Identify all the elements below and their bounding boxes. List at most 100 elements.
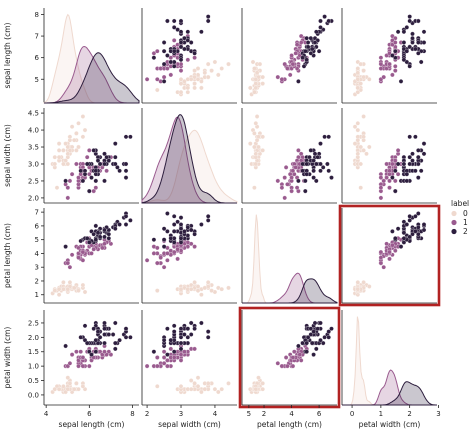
panel-r4-c1 [43,310,139,406]
x-tick-label: 6 [317,410,322,418]
scatter-point-series-0 [82,289,88,295]
scatter-point-series-2 [93,178,99,184]
scatter-point-series-2 [102,161,107,167]
scatter-point-series-0 [253,386,259,392]
scatter-point-series-0 [202,386,208,392]
scatter-point-series-0 [155,384,160,389]
scatter-point-series-2 [421,227,427,233]
scatter-point-series-2 [188,40,194,45]
scatter-point-series-1 [171,249,177,255]
scatter-point-series-0 [199,292,204,297]
scatter-point-series-1 [393,178,398,184]
scatter-point-series-2 [205,18,211,24]
scatter-point-series-2 [390,229,395,234]
x-tick-label: 1 [379,410,383,418]
scatter-point-series-2 [95,230,101,236]
scatter-point-series-1 [155,48,160,54]
scatter-point-series-1 [74,161,79,167]
scatter-point-series-0 [76,288,81,293]
scatter-point-series-2 [178,29,184,35]
scatter-point-series-1 [69,252,75,258]
scatter-point-series-1 [393,40,398,45]
scatter-point-series-0 [252,185,257,190]
scatter-point-series-2 [182,35,187,41]
scatter-point-series-2 [300,161,305,167]
scatter-point-series-1 [282,175,287,180]
scatter-point-series-0 [209,68,214,73]
scatter-point-series-0 [178,384,184,389]
scatter-point-series-1 [275,178,281,184]
scatter-point-series-2 [91,326,96,331]
scatter-point-series-2 [185,225,191,230]
scatter-point-series-1 [283,165,289,170]
x-axis-label: sepal width (cm) [158,420,221,429]
scatter-point-series-2 [314,346,319,352]
scatter-point-series-2 [304,340,309,346]
scatter-point-series-0 [358,144,363,150]
scatter-point-series-2 [182,46,187,52]
scatter-point-series-2 [416,175,421,180]
x-tick-label: 6 [87,410,92,418]
scatter-point-series-2 [318,18,323,24]
scatter-point-series-1 [76,175,81,180]
scatter-point-series-0 [252,89,257,95]
scatter-point-series-0 [188,286,194,292]
scatter-point-series-2 [326,18,331,24]
scatter-point-series-2 [404,48,410,54]
y-tick-label: 0.0 [28,391,39,399]
y-axis-label: petal width (cm) [3,327,12,389]
scatter-point-series-2 [205,335,211,340]
scatter-point-series-0 [358,81,363,86]
scatter-point-series-2 [123,335,129,340]
scatter-point-series-2 [413,134,418,140]
x-tick-label: 3 [436,410,440,418]
scatter-point-series-1 [87,363,92,369]
scatter-point-series-1 [378,249,384,255]
scatter-point-series-2 [93,337,99,343]
kde-curve-series-2 [342,381,437,406]
scatter-point-series-0 [192,68,197,73]
scatter-point-series-2 [304,349,309,354]
scatter-point-series-2 [178,215,184,220]
scatter-point-series-1 [384,241,389,247]
scatter-point-series-1 [144,258,150,263]
scatter-point-series-1 [171,355,177,360]
scatter-point-series-0 [192,74,197,80]
scatter-point-series-1 [289,175,294,180]
scatter-point-series-1 [78,349,83,354]
scatter-point-series-2 [318,337,323,343]
scatter-point-series-2 [404,178,410,184]
scatter-point-series-1 [393,68,398,73]
scatter-point-series-1 [298,358,304,363]
y-axis-label: sepal length (cm) [3,22,12,88]
scatter-point-series-2 [113,141,118,146]
scatter-point-series-0 [74,131,79,136]
scatter-point-series-0 [56,148,62,153]
scatter-point-series-0 [355,77,361,82]
scatter-point-series-2 [296,343,301,349]
scatter-point-series-2 [395,161,401,167]
scatter-point-series-2 [404,222,410,227]
scatter-point-series-0 [248,141,253,146]
scatter-point-series-2 [329,175,334,180]
scatter-point-series-0 [56,386,62,392]
scatter-point-series-2 [151,55,157,60]
scatter-point-series-2 [178,240,184,245]
scatter-point-series-1 [151,251,157,256]
scatter-point-series-2 [188,332,194,337]
scatter-point-series-2 [106,332,112,337]
scatter-point-series-0 [61,148,66,153]
scatter-point-series-2 [421,141,427,146]
scatter-point-series-2 [393,168,398,174]
scatter-point-series-0 [195,284,201,289]
scatter-point-series-1 [285,363,290,369]
scatter-point-series-2 [312,320,318,326]
scatter-point-series-2 [318,168,323,174]
scatter-point-series-0 [355,89,361,95]
scatter-point-series-0 [65,161,71,167]
scatter-point-series-2 [171,18,177,24]
y-tick-label: 3 [35,264,39,272]
scatter-point-series-2 [314,29,319,35]
scatter-point-series-2 [410,231,415,237]
scatter-point-series-2 [102,332,107,337]
